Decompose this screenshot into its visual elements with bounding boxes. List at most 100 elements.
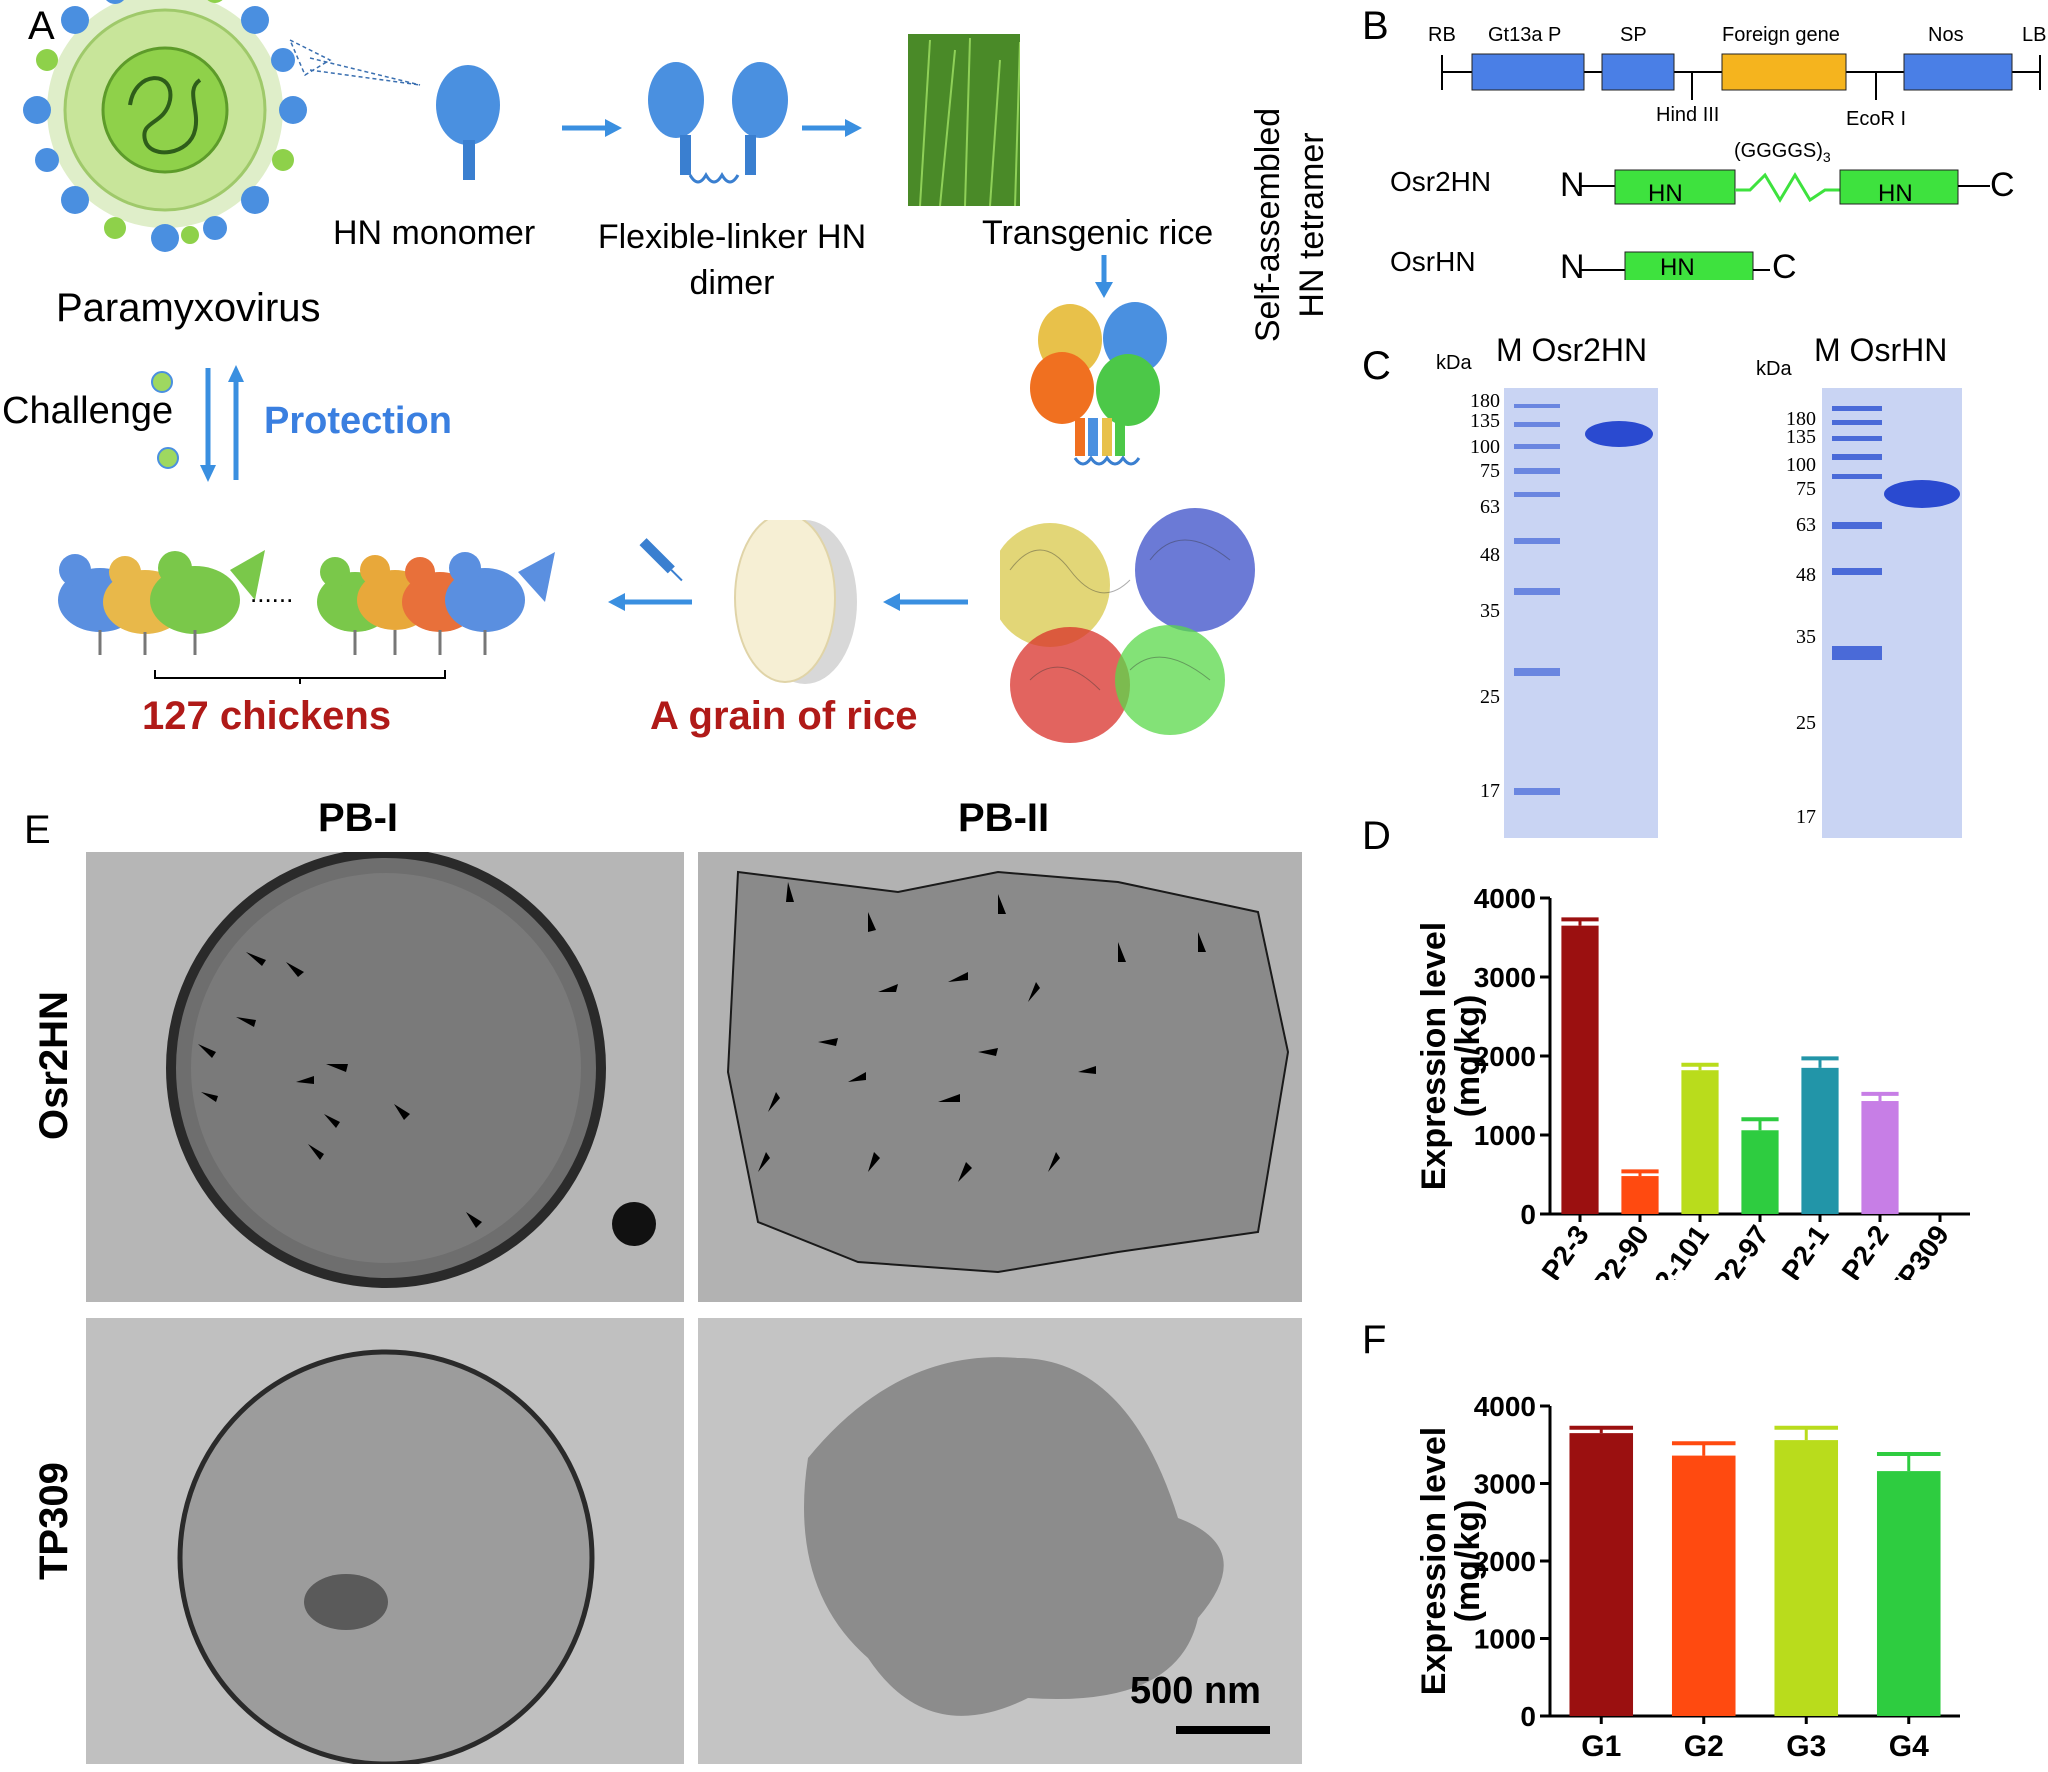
marker-label: 180	[1470, 390, 1500, 412]
bar	[1801, 1067, 1839, 1214]
em-image-tp309-pb2	[698, 1318, 1302, 1764]
n-terminus-label: N	[1560, 166, 1585, 204]
kda-label: kDa	[1436, 352, 1472, 374]
grain-label: A grain of rice	[650, 694, 918, 738]
paramyxovirus-icon	[23, 0, 307, 252]
ellipsis-label: ......	[250, 578, 294, 608]
x-tick-label: G4	[1889, 1730, 1929, 1763]
marker-label: 17	[1796, 806, 1816, 828]
bar	[1876, 1471, 1941, 1716]
scale-bar-label: 500 nm	[1130, 1670, 1261, 1712]
x-tick-label: P2-90	[1587, 1220, 1655, 1280]
linker-dimer-label: Flexible-linker HN dimer	[597, 218, 867, 302]
y-tick-label: 4000	[1474, 883, 1536, 914]
em-image-osr2hn-pb1	[86, 852, 684, 1302]
expression-level-chart-f: Expression level(mg/kg) 0 1000 2000 3000 4000…	[1415, 1391, 1960, 1763]
gel-image-osrhn	[1822, 388, 1962, 838]
osr2hn-label: Osr2HN	[1390, 166, 1492, 197]
grain-illustration	[608, 520, 968, 684]
c-terminus-label: C	[1990, 166, 2015, 204]
marker-label: 63	[1480, 496, 1500, 518]
y-tick-label: 1000	[1474, 1624, 1536, 1655]
bar	[1621, 1176, 1659, 1214]
lb-label: LB	[2022, 24, 2047, 46]
hn-domain-label: HN	[1878, 180, 1913, 207]
foreign-gene-box	[1721, 53, 1847, 91]
sp-label: SP	[1620, 24, 1647, 46]
y-tick-label: 4000	[1474, 1391, 1536, 1422]
hn-monomer-label: HN monomer	[333, 214, 536, 252]
arrow-up-icon	[228, 365, 244, 480]
marker-label: 100	[1470, 436, 1500, 458]
x-tick-label: G3	[1786, 1730, 1826, 1763]
hn-domain-box	[1839, 169, 1959, 205]
challenge-arrows	[151, 365, 244, 482]
bar	[1681, 1070, 1719, 1214]
chicken-icon	[58, 550, 265, 655]
y-tick-label: 1000	[1474, 1120, 1536, 1151]
x-tick-label: P2-101	[1638, 1220, 1715, 1280]
marker-label: 100	[1786, 454, 1816, 476]
osrhn-label: OsrHN	[1390, 246, 1476, 277]
marker-label: 35	[1480, 600, 1500, 622]
hind-iii-label: Hind III	[1656, 104, 1720, 126]
protection-label: Protection	[264, 400, 452, 442]
hn-domain-label: HN	[1648, 180, 1683, 207]
marker-label: 35	[1796, 626, 1816, 648]
marker-label: 180	[1786, 408, 1816, 430]
bar	[1569, 1433, 1634, 1716]
em-image-osr2hn-pb2	[698, 852, 1302, 1302]
column-label-pb1: PB-I	[318, 796, 398, 840]
y-tick-label: 3000	[1474, 1469, 1536, 1500]
arrow-left-icon	[883, 593, 968, 611]
panel-a-illustration	[23, 0, 1020, 252]
em-image-tp309-pb1	[86, 1318, 684, 1764]
sp-box	[1601, 53, 1675, 91]
y-axis-label: Expression level(mg/kg)	[1415, 1427, 1487, 1695]
panel-letter-d: D	[1362, 814, 1391, 858]
ecor-i-label: EcoR I	[1846, 108, 1907, 130]
marker-label: 135	[1470, 410, 1500, 432]
chickens-illustration	[58, 550, 555, 684]
x-tick-label: P2-2	[1836, 1220, 1895, 1280]
hn-dimer-icon	[648, 62, 788, 184]
bar	[1861, 1101, 1899, 1214]
marker-label: 25	[1480, 686, 1500, 708]
marker-label: 63	[1796, 514, 1816, 536]
rice-plant-image	[908, 34, 1020, 207]
hn-domain-label: HN	[1660, 254, 1695, 281]
nos-label: Nos	[1928, 24, 1964, 46]
nos-box	[1903, 53, 2013, 91]
arrow-right-icon	[562, 119, 622, 137]
panel-letter-f: F	[1362, 1318, 1387, 1362]
tetramer-label: Self-assembled HN tetramer	[1249, 107, 1331, 343]
panel-letter-b: B	[1362, 4, 1389, 48]
virus-particle-icon	[151, 371, 179, 469]
bar	[1671, 1455, 1736, 1716]
row-label-tp309: TP309	[32, 1462, 76, 1580]
scale-bar	[1176, 1726, 1270, 1734]
gel-image-osr2hn	[1504, 388, 1658, 838]
hn-domain-box	[1624, 251, 1754, 280]
gene-construct-diagram	[1441, 53, 2041, 280]
column-label-pb2: PB-II	[958, 796, 1050, 840]
bar	[1774, 1440, 1839, 1716]
chickens-label: 127 chickens	[142, 694, 392, 738]
x-tick-label: G1	[1581, 1730, 1621, 1763]
x-tick-label: P2-97	[1707, 1220, 1775, 1280]
challenge-label: Challenge	[2, 390, 174, 432]
gel2-marker-labels: 180 135 100 75 63 48 35 25 17	[1740, 388, 1820, 838]
transgenic-rice-label: Transgenic rice	[982, 214, 1214, 252]
panel-letter-e: E	[24, 808, 51, 852]
paramyxovirus-label: Paramyxovirus	[56, 286, 321, 330]
rb-label: RB	[1428, 24, 1456, 46]
gel2-title: M OsrHN	[1814, 332, 1948, 368]
marker-label: 48	[1480, 544, 1500, 566]
protein-structure-image	[1000, 508, 1255, 743]
x-tick-label: TP309	[1882, 1220, 1955, 1280]
syringe-icon	[639, 538, 683, 582]
rice-grain-icon	[734, 520, 857, 684]
marker-label: 75	[1480, 460, 1500, 482]
marker-label: 75	[1796, 478, 1816, 500]
promoter-label: Gt13a P	[1488, 24, 1562, 46]
